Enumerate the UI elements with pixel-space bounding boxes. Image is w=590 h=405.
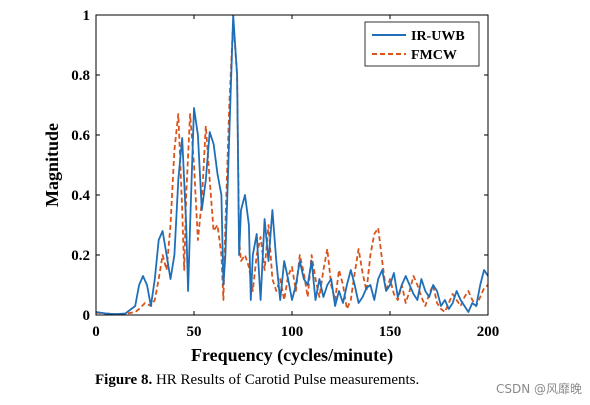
x-tick-label: 0 (92, 324, 100, 340)
x-axis-label: Frequency (cycles/minute) (191, 345, 393, 366)
caption-text: HR Results of Carotid Pulse measurements… (152, 372, 420, 388)
axes: 0 50 100 150 200 0 0.2 0.4 0.6 0.8 1 Frequency (cyc… (42, 8, 499, 366)
watermark: CSDN @风靡晚 (495, 382, 582, 396)
y-tick-label: 1 (83, 8, 91, 24)
legend: IR-UWB FMCW (364, 21, 480, 67)
x-tick-label: 150 (379, 324, 402, 340)
figure-caption: Figure 8. HR Results of Carotid Pulse me… (95, 372, 419, 389)
legend-label: FMCW (411, 48, 457, 63)
x-tick-label: 50 (187, 324, 202, 340)
plot-area (96, 15, 488, 315)
legend-box (364, 21, 480, 67)
y-tick-label: 0.8 (71, 68, 90, 84)
legend-label: IR-UWB (411, 29, 465, 44)
y-tick-label: 0.2 (71, 248, 90, 264)
y-tick-label: 0.4 (71, 188, 90, 204)
series-group (96, 15, 488, 315)
y-tick-label: 0.6 (71, 128, 90, 144)
x-tick-label: 200 (477, 324, 500, 340)
x-tick-label: 100 (281, 324, 304, 340)
series-line-ir-uwb (96, 15, 488, 315)
caption-lead: Figure 8. (95, 372, 153, 388)
series-line-fmcw (96, 20, 488, 315)
y-tick-label: 0 (83, 308, 91, 324)
y-axis-label: Magnitude (42, 123, 62, 207)
